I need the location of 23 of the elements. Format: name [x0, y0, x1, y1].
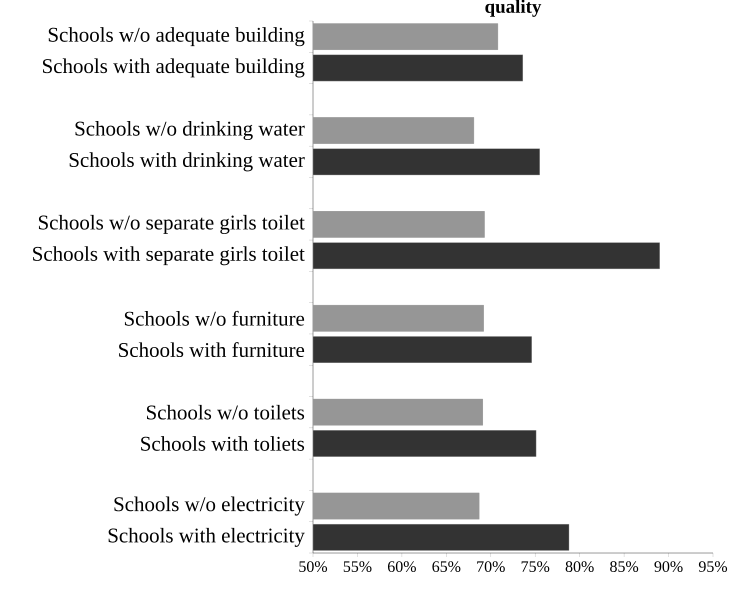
- y-tick-label: Schools w/o separate girls toilet: [38, 214, 305, 234]
- x-tick-label: 50%: [299, 561, 328, 572]
- y-tick-label: Schools with furniture: [119, 342, 304, 358]
- y-tick-label: Schools with separate girls toilet: [33, 246, 305, 266]
- y-tick-label: Schools w/o toilets: [146, 404, 304, 420]
- chart-title: quality: [485, 0, 542, 17]
- x-tick-label: 80%: [566, 561, 594, 572]
- x-tick-label: 90%: [654, 561, 683, 572]
- x-tick-label: 85%: [610, 561, 638, 572]
- y-tick-label: Schools with drinking water: [70, 152, 305, 172]
- y-tick-label: Schools w/o furniture: [124, 310, 304, 326]
- y-tick-label: Schools with adequate building: [42, 58, 304, 78]
- y-tick-label: Schools w/o electricity: [114, 496, 305, 516]
- x-tick-label: 65%: [432, 561, 460, 572]
- y-tick-label: Schools with toliets: [141, 436, 304, 451]
- x-tick-label: 75%: [522, 561, 550, 572]
- x-tick-label: 95%: [698, 561, 728, 572]
- x-tick-label: 55%: [344, 561, 372, 572]
- y-tick-label: Schools w/o drinking water: [76, 121, 305, 140]
- y-tick-label: Schools with electricity: [108, 528, 305, 547]
- x-tick-label: 60%: [388, 561, 416, 572]
- y-tick-label: Schools w/o adequate building: [48, 27, 304, 46]
- x-tick-label: 70%: [477, 561, 505, 572]
